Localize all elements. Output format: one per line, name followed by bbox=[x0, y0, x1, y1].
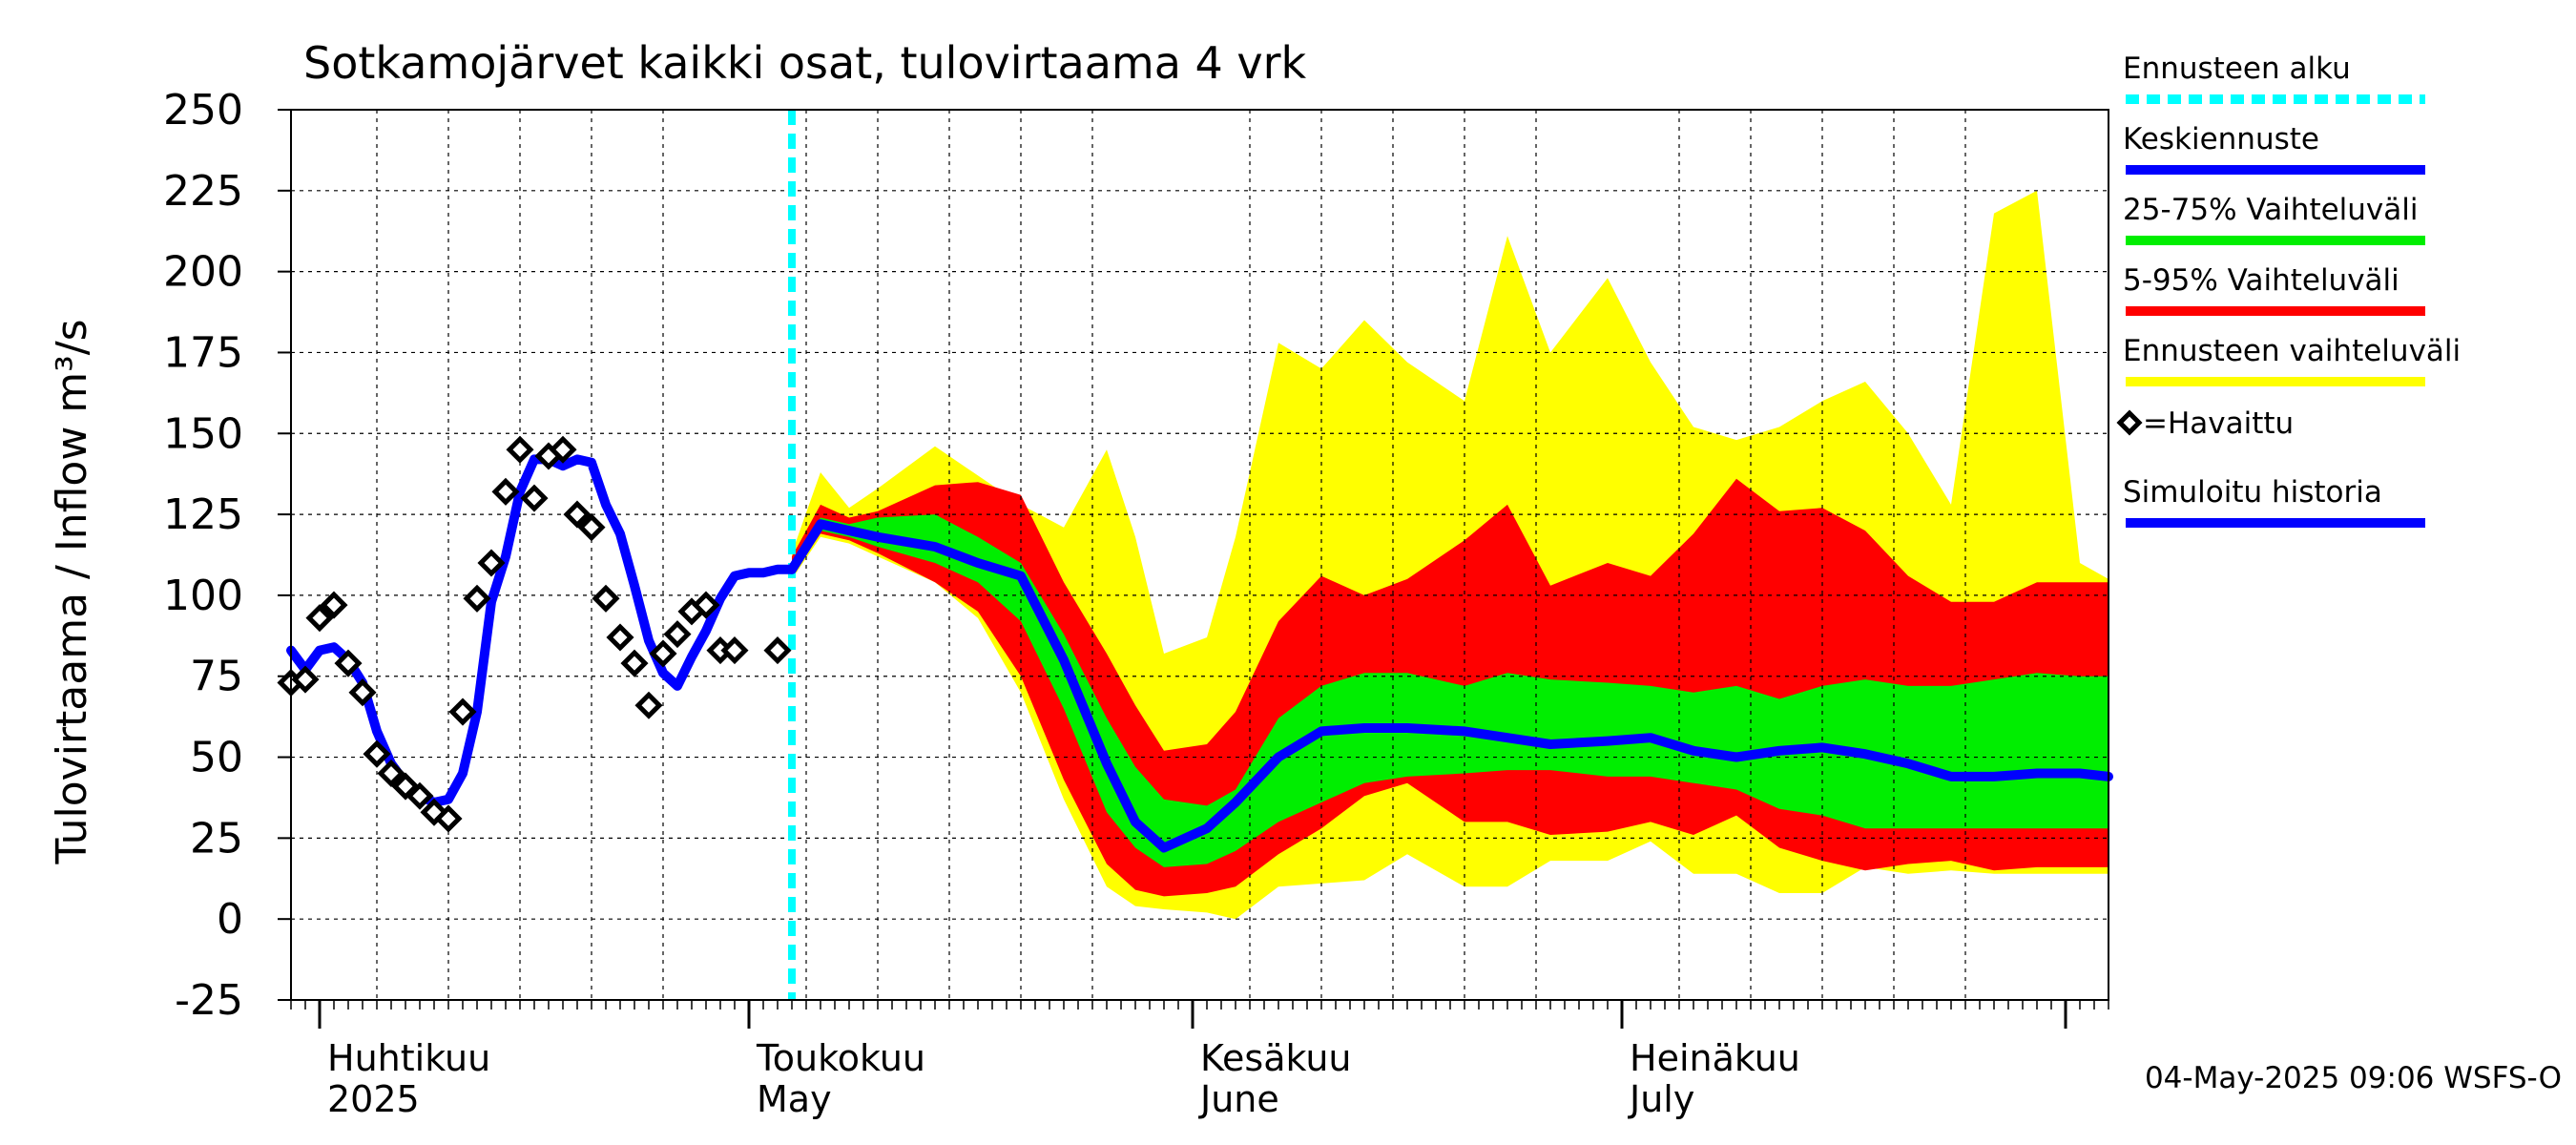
observed-point bbox=[320, 591, 348, 619]
observed-point bbox=[620, 649, 649, 677]
observed-point bbox=[692, 591, 720, 619]
y-tick-label: 200 bbox=[163, 248, 243, 297]
y-tick-label: 250 bbox=[163, 86, 243, 135]
chart-title: Sotkamojärvet kaikki osat, tulovirtaama … bbox=[303, 37, 1307, 89]
observed-point bbox=[506, 435, 534, 464]
observed-point bbox=[606, 623, 634, 652]
legend-label: 5-95% Vaihteluväli bbox=[2123, 263, 2399, 298]
observed-markers bbox=[277, 435, 792, 833]
y-tick-label: 175 bbox=[163, 328, 243, 377]
y-tick-label: 25 bbox=[190, 814, 243, 863]
observed-point bbox=[563, 500, 592, 529]
observed-point bbox=[291, 665, 320, 694]
observed-point bbox=[549, 435, 577, 464]
forecast-bands bbox=[792, 190, 2109, 920]
x-month-sublabel: June bbox=[1198, 1078, 1279, 1120]
legend-label: Ennusteen alku bbox=[2123, 52, 2351, 86]
legend: Ennusteen alku Keskiennuste 25-75% Vaihtel… bbox=[2116, 52, 2461, 528]
observed-point bbox=[363, 739, 391, 768]
footer-timestamp: 04-May-2025 09:06 WSFS-O bbox=[2145, 1061, 2562, 1095]
y-tick-label: 0 bbox=[217, 895, 243, 944]
observed-point bbox=[348, 678, 377, 707]
y-tick-label: 50 bbox=[190, 734, 243, 782]
y-tick-label: 150 bbox=[163, 409, 243, 458]
legend-label: =Havaittu bbox=[2143, 406, 2294, 441]
observed-point bbox=[434, 804, 463, 833]
y-tick-label: -25 bbox=[175, 976, 243, 1025]
x-month-sublabel: 2025 bbox=[327, 1078, 420, 1120]
observed-point bbox=[577, 513, 606, 542]
y-tick-label: 225 bbox=[163, 167, 243, 216]
observed-point bbox=[463, 584, 491, 613]
observed-point bbox=[720, 636, 749, 665]
observed-point bbox=[663, 620, 692, 649]
line-keskiennuste bbox=[787, 519, 2113, 853]
legend-label: Ennusteen vaihteluväli bbox=[2123, 334, 2461, 368]
observed-point bbox=[634, 691, 663, 719]
observed-point bbox=[592, 584, 620, 613]
observed-point bbox=[448, 697, 477, 726]
legend-label: Keskiennuste bbox=[2123, 122, 2319, 156]
observed-point bbox=[520, 484, 549, 512]
observed-point bbox=[334, 649, 363, 677]
observed-point bbox=[405, 781, 434, 810]
x-month-sublabel: July bbox=[1628, 1078, 1694, 1120]
x-month-label: Huhtikuu bbox=[327, 1037, 490, 1079]
observed-point bbox=[377, 759, 405, 788]
observed-point bbox=[305, 604, 334, 633]
band-25-75-vaihteluv-li bbox=[792, 514, 2109, 867]
y-axis-label: Tulovirtaama / Inflow m³/s bbox=[48, 319, 96, 864]
legend-marker-observed bbox=[2116, 409, 2143, 436]
x-month-label: Toukokuu bbox=[756, 1037, 925, 1079]
plot-frame bbox=[290, 109, 2109, 1001]
observed-point bbox=[477, 549, 506, 577]
x-month-label: Heinäkuu bbox=[1630, 1037, 1800, 1079]
legend-label: 25-75% Vaihteluväli bbox=[2123, 193, 2419, 227]
y-tick-label: 100 bbox=[163, 572, 243, 620]
x-month-sublabel: May bbox=[757, 1078, 832, 1120]
observed-point bbox=[763, 636, 792, 665]
y-tick-label: 125 bbox=[163, 490, 243, 539]
x-month-label: Kesäkuu bbox=[1200, 1037, 1352, 1079]
observed-point bbox=[649, 639, 677, 668]
observed-point bbox=[491, 477, 520, 506]
axes: -25 0 25 50 75 100 125 150 175 200 225 250 Huhtikuu2… bbox=[163, 86, 2109, 1120]
y-tick-label: 75 bbox=[190, 653, 243, 701]
legend-label: Simuloitu historia bbox=[2123, 475, 2382, 510]
